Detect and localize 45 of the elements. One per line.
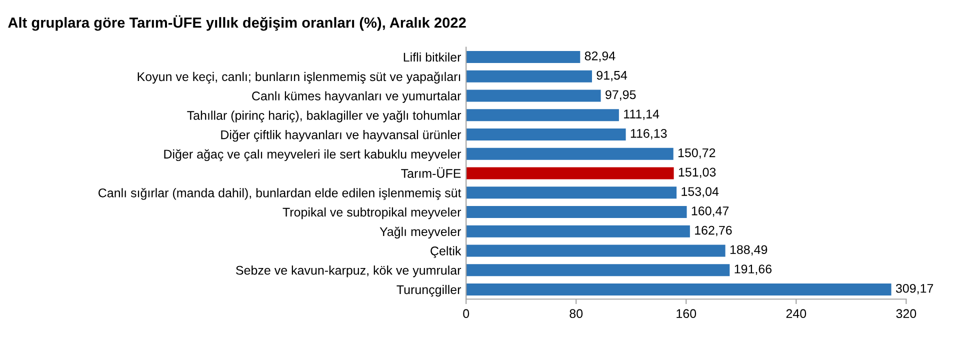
bar [466, 109, 619, 122]
y-tick-label: Canlı kümes hayvanları ve yumurtalar [252, 91, 462, 103]
bar [466, 90, 601, 102]
data-label: 188,49 [730, 245, 768, 256]
bar [466, 206, 687, 218]
y-tick-label: Diğer çiftlik hayvanları ve hayvansal ürünler [221, 130, 462, 142]
y-tick-label: Diğer ağaç ve çalı meyveleri ile sert kabuklu meyveler [164, 149, 462, 162]
y-tick-label: Tropikal ve subtropikal meyveler [282, 207, 462, 220]
y-tick-label: Lifli bitkiler [404, 52, 462, 62]
bar [466, 51, 580, 64]
data-label: 111,14 [624, 110, 660, 120]
bar [466, 264, 730, 276]
data-label: 151,03 [678, 168, 716, 178]
y-tick-label: Yağlı meyveler [380, 226, 462, 239]
y-tick-label: Turunçgiller [396, 284, 462, 297]
x-tick-label: 0 [463, 309, 470, 318]
y-tick-label: Çeltik [430, 246, 462, 258]
data-label: 150,72 [678, 148, 716, 159]
data-label: 160,47 [692, 206, 729, 217]
data-label: 153,04 [682, 187, 719, 198]
data-label: 116,13 [630, 128, 667, 140]
y-tick-label: Tahıllar (pirinç hariç), baklagiller ve yağlı tohumlar [187, 110, 462, 122]
y-tick-label: Tarım-ÜFE [401, 167, 461, 178]
x-tick-label: 80 [570, 309, 583, 318]
bar [466, 167, 674, 180]
data-label: 309,17 [896, 284, 934, 294]
bar [466, 186, 677, 199]
x-tick-label: 160 [676, 309, 696, 318]
data-label: 82,94 [584, 52, 616, 62]
x-tick-label: 240 [786, 309, 806, 318]
y-tick-label: Koyun ve keçi, canlı; bunların işlenmemiş süt ve yapağıları [138, 72, 460, 84]
y-tick-label: Canlı sığırlar (manda dahil), bunlardan elde edilen işlenmemiş süt [98, 188, 462, 200]
data-label: 162,76 [695, 226, 732, 236]
data-label: 97,95 [606, 90, 636, 101]
data-label: 91,54 [596, 70, 628, 82]
text: Alt gruplara göre Tarım-ÜFE yıllık değişim oranları (%), Aralık 2022 [8, 15, 466, 31]
data-label: 191,66 [734, 264, 772, 275]
bar [466, 244, 726, 257]
x-tick-label: 320 [896, 309, 916, 318]
bar [466, 225, 690, 238]
y-tick-label: Sebze ve kavun-karpuz, kök ve yumrular [236, 266, 462, 278]
bar [466, 70, 592, 82]
bar [466, 148, 674, 160]
bar [466, 128, 626, 140]
bar [466, 283, 892, 296]
